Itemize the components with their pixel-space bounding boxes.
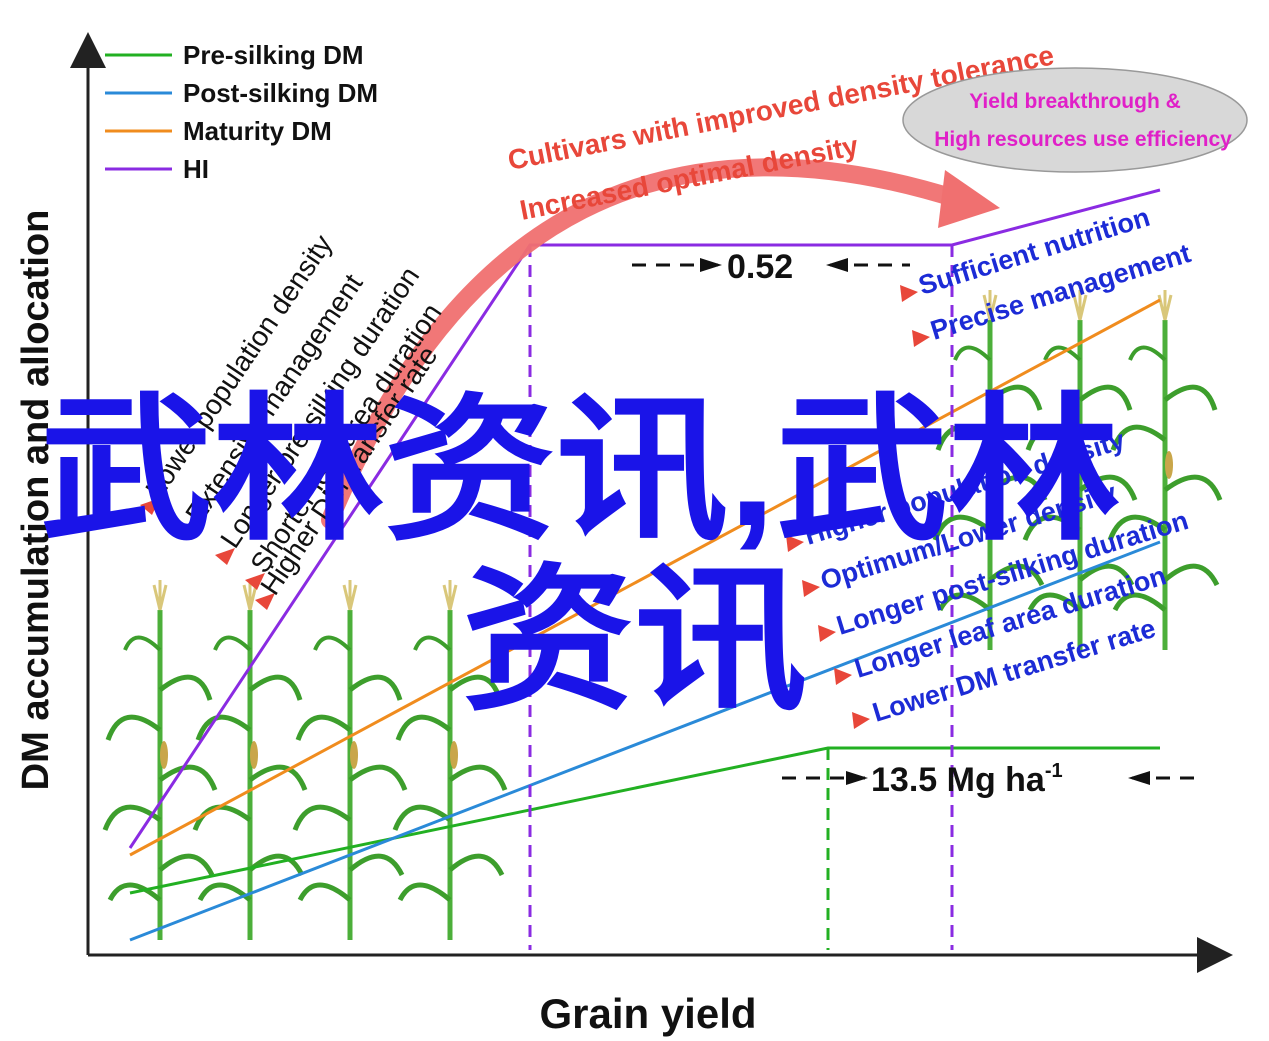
x-axis-label: Grain yield bbox=[539, 990, 756, 1037]
post-silking-line bbox=[129, 540, 1161, 942]
yield-value: 13.5 Mg ha-1 bbox=[871, 760, 1063, 799]
breakthrough-ellipse bbox=[902, 67, 1248, 173]
y-axis-label: DM accumulation and allocation bbox=[15, 210, 57, 791]
watermark-line-2: 资讯 bbox=[462, 553, 807, 729]
legend: Pre-silking DM Post-silking DM Maturity … bbox=[105, 40, 378, 184]
hi-value: 0.52 bbox=[727, 248, 793, 286]
legend-label-hi: HI bbox=[183, 154, 209, 184]
ellipse-line-1: Yield breakthrough & bbox=[969, 90, 1181, 113]
legend-label-maturity: Maturity DM bbox=[183, 116, 332, 146]
breakthrough-arrow-head bbox=[938, 170, 1000, 228]
yield-arrow-left bbox=[846, 771, 868, 785]
legend-label-post-silking: Post-silking DM bbox=[183, 78, 378, 108]
watermark-line-1: 武林资讯,武林 bbox=[40, 383, 1120, 559]
legend-label-pre-silking: Pre-silking DM bbox=[183, 40, 364, 70]
ellipse-line-2: High resources use efficiency bbox=[934, 128, 1232, 151]
hi-line bbox=[128, 188, 1161, 849]
hi-arrow-left bbox=[700, 258, 722, 272]
breakthrough-arrow bbox=[321, 158, 969, 529]
maturity-line bbox=[129, 298, 1161, 857]
